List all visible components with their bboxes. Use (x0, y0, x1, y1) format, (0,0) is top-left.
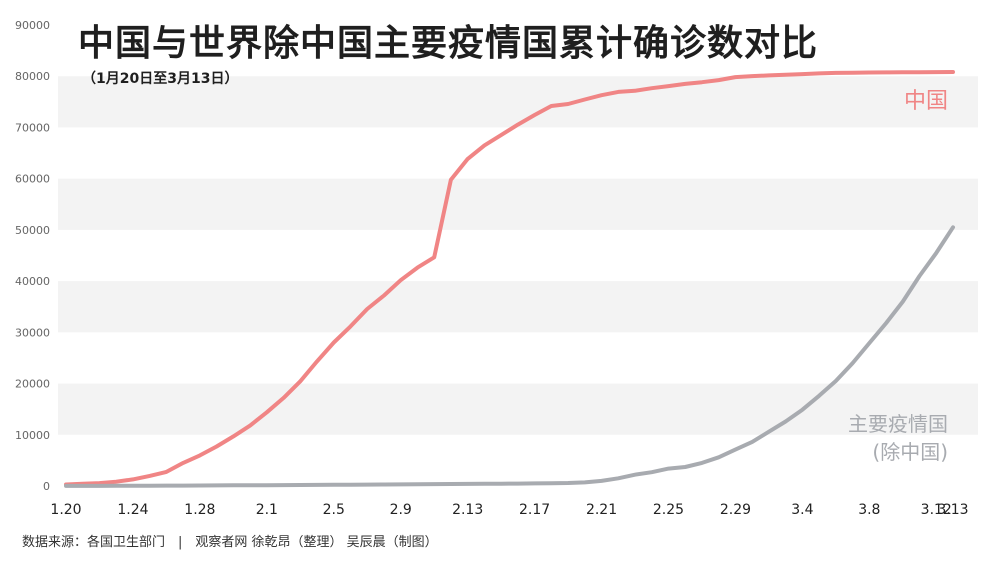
y-tick-label: 20000 (15, 378, 50, 391)
series-label-world-line-1: 主要疫情国 (848, 412, 948, 436)
grid-bands (58, 76, 978, 435)
x-tick-label: 3.8 (858, 502, 880, 518)
y-tick-label: 70000 (15, 121, 50, 134)
series-label-world-line-2: (除中国) (872, 440, 948, 464)
y-axis-ticks: 0 10000 20000 30000 40000 50000 60000 70000 8000… (15, 19, 50, 493)
x-tick-label: 2.21 (586, 502, 617, 518)
x-tick-label: 3.12 (921, 502, 952, 518)
x-axis-ticks: 1.20 1.24 1.28 2.1 2.5 2.9 2.13 2.17 2.21 2.25 2.2… (50, 502, 968, 518)
series-line-china (64, 70, 955, 487)
y-tick-label: 50000 (15, 224, 50, 237)
x-tick-label: 2.1 (256, 502, 278, 518)
y-tick-label: 90000 (15, 19, 50, 32)
x-tick-label: 2.9 (390, 502, 412, 518)
y-tick-label: 80000 (15, 70, 50, 83)
x-tick-label: 1.24 (117, 502, 148, 518)
series-label-china: 中国 (904, 83, 948, 115)
series-label-china-line: 中国 (903, 89, 948, 114)
x-tick-label: 2.5 (323, 502, 345, 518)
series-lines (64, 70, 955, 488)
y-tick-label: 30000 (15, 326, 50, 339)
x-tick-label: 3.13 (937, 502, 968, 518)
y-tick-label: 40000 (15, 275, 50, 288)
x-tick-label: 3.4 (791, 502, 813, 518)
x-tick-label: 1.20 (50, 502, 81, 518)
chart-title: 中国与世界除中国主要疫情国累计确诊数对比 (78, 23, 819, 64)
series-label-world: 主要疫情国 (除中国) (848, 410, 948, 466)
x-tick-label: 2.25 (653, 502, 684, 518)
grid-band (58, 281, 978, 333)
grid-band (58, 178, 978, 230)
y-tick-label: 0 (43, 480, 50, 493)
chart-subtitle: （1月20日至3月13日） (82, 71, 239, 87)
series-line-world (64, 225, 955, 488)
x-tick-label: 2.17 (519, 502, 550, 518)
y-tick-label: 10000 (15, 429, 50, 442)
source-note: 数据来源：各国卫生部门 | 观察者网 徐乾昂（整理） 吴辰晨（制图） (22, 535, 438, 550)
x-tick-label: 2.29 (720, 502, 751, 518)
grid-band (58, 383, 978, 435)
x-tick-label: 2.13 (452, 502, 483, 518)
x-tick-label: 1.28 (184, 502, 215, 518)
grid-band (58, 76, 978, 128)
y-tick-label: 60000 (15, 173, 50, 186)
